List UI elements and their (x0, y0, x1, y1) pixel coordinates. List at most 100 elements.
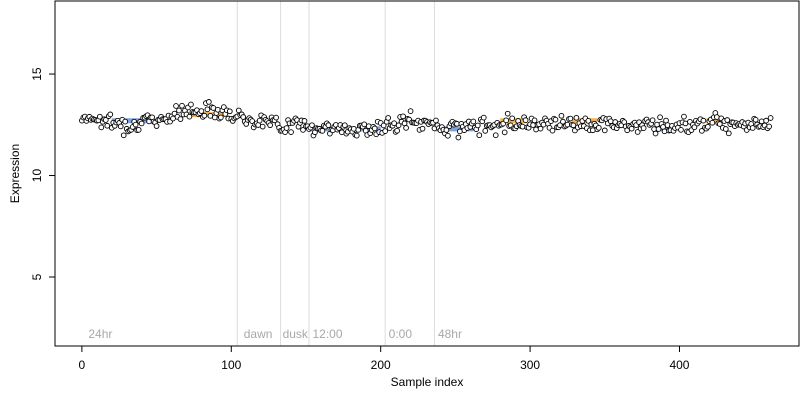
data-point (201, 112, 208, 119)
phase-label-3: 12:00 (312, 327, 342, 341)
data-point (480, 114, 487, 121)
data-point (589, 127, 596, 134)
data-point (380, 122, 387, 129)
y-tick-label-0: 5 (30, 273, 44, 280)
data-point (628, 125, 635, 132)
data-point (519, 123, 526, 130)
phase-labels: 24hr dawn dusk 12:00 0:00 48hr (88, 327, 462, 341)
data-point (188, 101, 194, 108)
data-point (476, 132, 483, 139)
data-point (443, 127, 450, 133)
data-point (691, 124, 698, 131)
data-point (104, 122, 111, 129)
data-point (394, 127, 400, 134)
data-point (433, 117, 439, 124)
data-point (601, 127, 608, 134)
data-point (492, 132, 499, 139)
y-axis-title: Expression (8, 144, 22, 203)
data-point (678, 126, 684, 133)
data-point (657, 114, 663, 121)
x-tick-label-0: 0 (79, 358, 86, 372)
data-point (767, 115, 774, 121)
data-point (640, 125, 647, 131)
x-tick-label-1: 100 (221, 358, 241, 372)
data-point (206, 99, 212, 105)
data-point (652, 130, 659, 137)
data-point (179, 102, 185, 109)
data-point (132, 121, 139, 128)
data-point (522, 117, 529, 123)
data-point (301, 118, 308, 124)
phase-label-2: dusk (283, 327, 309, 341)
data-point (419, 125, 426, 132)
data-point (198, 108, 205, 114)
plot-frame (54, 0, 800, 347)
data-point (482, 127, 489, 134)
y-axis: 5 10 15 (30, 67, 55, 280)
data-point (661, 128, 668, 135)
data-point (240, 114, 247, 120)
data-point (226, 108, 233, 115)
data-point (763, 117, 769, 124)
data-point (595, 124, 602, 131)
data-point (531, 117, 538, 124)
data-point (288, 129, 294, 135)
data-point (259, 123, 266, 130)
x-axis-title: Sample index (391, 375, 464, 389)
data-point (549, 127, 556, 134)
data-point (102, 117, 109, 123)
x-tick-label-3: 300 (520, 358, 540, 372)
data-point (664, 122, 671, 128)
x-tick-label-4: 400 (669, 358, 689, 372)
data-point (400, 113, 406, 120)
data-point (585, 118, 592, 124)
y-tick-label-2: 15 (30, 67, 44, 81)
data-point (504, 110, 511, 117)
data-point (395, 122, 402, 129)
data-point (186, 113, 193, 120)
data-point (663, 117, 669, 124)
data-point (567, 115, 574, 122)
data-point (649, 117, 656, 124)
data-point (749, 125, 756, 131)
data-point (501, 129, 508, 136)
data-point (558, 112, 565, 119)
data-point (300, 127, 306, 133)
data-point (256, 117, 263, 124)
x-tick-label-2: 200 (371, 358, 391, 372)
data-point (153, 123, 160, 129)
data-point (319, 128, 326, 134)
data-point (341, 122, 348, 129)
data-point (752, 116, 759, 123)
data-point (503, 117, 510, 124)
data-points (79, 99, 774, 141)
data-point (560, 118, 566, 125)
data-point (135, 126, 142, 133)
data-point (455, 134, 462, 141)
phase-label-1: dawn (244, 327, 273, 341)
data-point (722, 126, 729, 132)
data-point (700, 117, 707, 124)
data-point (122, 118, 129, 125)
data-point (382, 128, 389, 134)
data-point (385, 115, 392, 121)
phase-lines (236, 1, 435, 346)
phase-label-4: 0:00 (389, 327, 413, 341)
data-point (724, 117, 731, 123)
data-point (96, 113, 103, 120)
data-point (607, 118, 614, 125)
data-point (177, 116, 184, 122)
data-point (267, 122, 273, 129)
data-point (407, 108, 414, 114)
data-point (217, 114, 224, 121)
data-point (273, 114, 279, 121)
data-point (403, 125, 409, 131)
data-point (533, 126, 539, 133)
data-point (117, 123, 124, 130)
data-point (309, 122, 315, 129)
data-point (391, 120, 397, 127)
data-point (204, 106, 211, 113)
data-point (655, 126, 662, 132)
